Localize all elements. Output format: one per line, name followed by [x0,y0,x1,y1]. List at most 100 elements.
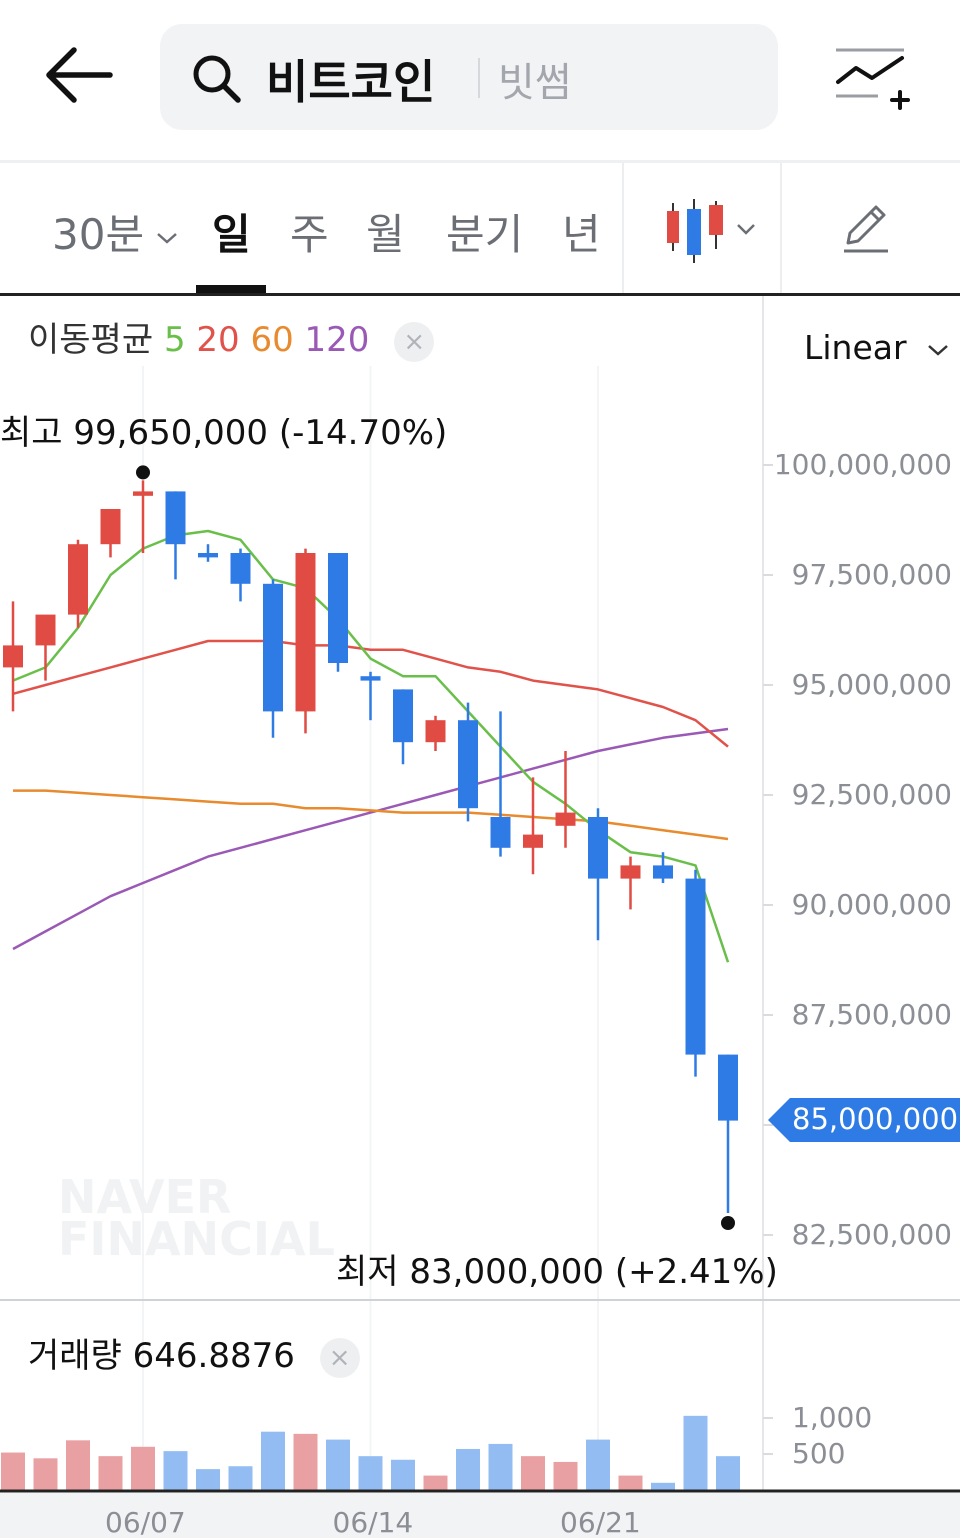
interval-dropdown[interactable]: 30분 [52,201,180,262]
volume-bar [488,1443,513,1490]
volume-bar [98,1456,123,1490]
chart-plus-icon [836,48,910,110]
volume-bar [228,1466,253,1490]
tab-week[interactable]: 주 [290,210,329,259]
volume-bar [683,1415,708,1490]
volume-bar [66,1440,90,1490]
y-axis-tick-label: 87,500,000 [791,998,952,1031]
volume-bar [553,1461,578,1490]
candle-body [3,645,23,668]
candle-body [230,553,251,584]
y-axis-tick-label: 97,500,000 [791,558,952,591]
ma120-line [12,727,729,951]
scale-label: Linear [804,328,907,367]
draw-button[interactable] [838,199,894,255]
volume-bar [358,1456,383,1490]
volume-bar [586,1439,610,1490]
tab-divider [622,163,624,293]
volume-label: 거래량 [28,1336,122,1376]
volume-bar [391,1459,415,1490]
period-tab-bar: 30분 일 주 월 분기 년 [0,163,960,293]
volume-bar [651,1482,675,1490]
candle-body [263,583,283,712]
search-box[interactable]: 비트코인 빗썸 [160,24,778,130]
y-axis-tick-label: 95,000,000 [791,668,952,701]
add-indicator-button[interactable] [834,46,910,112]
y-axis-tick-label: 90,000,000 [791,888,952,921]
y-axis-tick-label: 82,500,000 [791,1218,952,1251]
tab-day[interactable]: 일 [212,210,251,259]
volume-bar [293,1433,318,1490]
exchange-name: 빗썸 [498,60,572,106]
volume-bar [618,1475,643,1490]
ma60-line [13,789,729,841]
candle-body [523,834,543,848]
tab-bar-bottom-line [0,293,960,296]
volume-axis-tick-label: 1,000 [792,1401,873,1434]
volume-axis-tick-label: 500 [792,1437,846,1470]
high-price-label: 최고 99,650,000 (-14.70%) [0,413,448,453]
candle-body [588,817,608,879]
tab-month[interactable]: 월 [366,210,405,259]
candle-body [490,817,511,848]
pencil-icon [844,205,888,253]
tab-year[interactable]: 년 [562,210,601,259]
x-axis-band [0,1493,960,1538]
y-axis-tick-label: 100,000,000 [773,448,952,481]
chevron-down-icon [928,344,948,356]
watermark: NAVER FINANCIAL [58,1170,335,1266]
volume-bar [456,1448,480,1490]
volume-bar [716,1456,740,1490]
volume-value: 646.8876 [132,1336,295,1376]
chart-type-button[interactable] [664,197,760,267]
ma-period: 5 [163,320,186,360]
price-chart[interactable] [0,296,960,1538]
candle-body [393,689,413,743]
volume-bar [423,1475,448,1490]
candle-body [425,720,446,743]
current-price-label: 85,000,000 [792,1102,959,1136]
candle-body [653,865,673,879]
volume-bar [131,1446,155,1490]
search-icon [193,55,241,103]
low-price-label: 최저 83,000,000 (+2.41%) [336,1252,778,1292]
arrow-left-icon [46,47,113,103]
ma-period: 60 [250,320,294,360]
watermark-line: FINANCIAL [58,1212,335,1266]
candlestick-icon [667,199,755,263]
volume-bar [196,1469,220,1490]
current-price-tag [768,1098,960,1142]
candle-body [68,544,88,615]
active-tab-indicator [196,285,266,293]
watermark-line: NAVER [58,1170,232,1224]
y-axis-tick-label: 92,500,000 [791,778,952,811]
chevron-down-icon [157,232,177,244]
search-separator [478,58,480,98]
volume-bar [33,1458,58,1490]
top-bar: 비트코인 빗썸 [0,0,960,160]
candle-body [295,553,316,712]
scale-dropdown[interactable]: Linear [804,328,951,367]
interval-label: 30분 [52,210,145,259]
moving-average-legend: 이동평균 5 20 60 120 × [28,312,435,362]
candle-body [555,812,576,826]
candle-body [685,878,706,1055]
candle-body [133,491,153,496]
candle-body [165,491,186,545]
candle-body [328,553,348,663]
ma-label: 이동평균 [28,320,154,360]
ma-period: 120 [304,320,370,360]
x-axis-tick-label: 06/21 [560,1506,641,1539]
volume-bar [163,1451,188,1490]
tab-quarter[interactable]: 분기 [446,210,524,259]
low-marker [721,1216,735,1230]
back-button[interactable] [40,38,118,116]
x-axis-tick-label: 06/07 [105,1506,186,1539]
close-icon[interactable]: × [394,321,435,362]
candle-body [718,1054,738,1121]
close-icon[interactable]: × [319,1337,360,1378]
ma-period: 20 [196,320,240,360]
ma5-line [12,529,730,963]
volume-bar [1,1452,25,1490]
search-query: 비트코인 [266,55,436,109]
